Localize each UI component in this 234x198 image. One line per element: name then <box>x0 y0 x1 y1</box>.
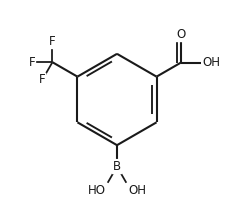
Text: F: F <box>49 35 56 48</box>
Text: O: O <box>176 28 185 41</box>
Text: F: F <box>29 56 35 69</box>
Text: B: B <box>113 160 121 173</box>
Text: HO: HO <box>88 184 106 197</box>
Text: OH: OH <box>128 184 146 197</box>
Text: F: F <box>39 73 45 87</box>
Text: OH: OH <box>202 56 220 69</box>
